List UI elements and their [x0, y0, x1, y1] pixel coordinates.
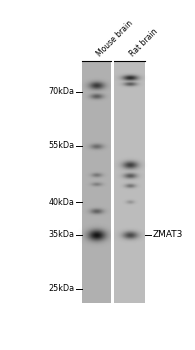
- Text: 70kDa: 70kDa: [48, 88, 74, 96]
- Text: 55kDa: 55kDa: [48, 141, 74, 150]
- Bar: [113, 61, 145, 303]
- Bar: [111, 61, 113, 303]
- Text: 35kDa: 35kDa: [48, 230, 74, 239]
- Bar: [82, 61, 111, 303]
- Text: 25kDa: 25kDa: [48, 284, 74, 293]
- Text: ZMAT3: ZMAT3: [153, 230, 183, 239]
- Text: Rat brain: Rat brain: [128, 27, 159, 58]
- Text: 40kDa: 40kDa: [48, 198, 74, 207]
- Text: Mouse brain: Mouse brain: [95, 19, 135, 58]
